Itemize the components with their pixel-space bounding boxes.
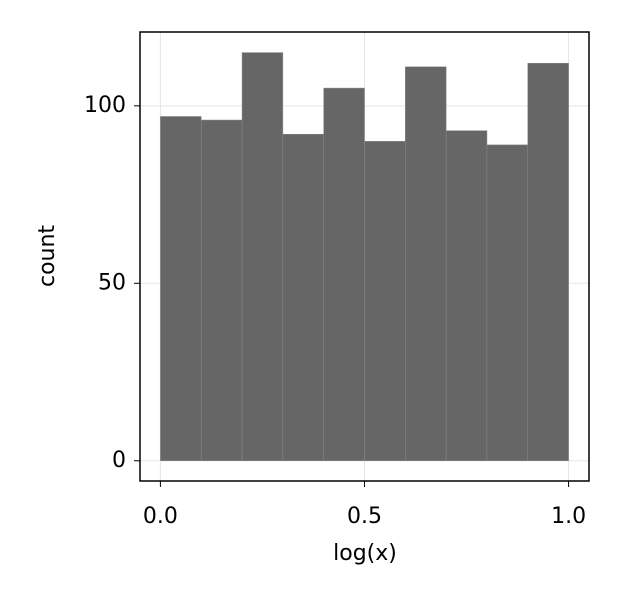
bar [364,141,406,462]
bar [445,130,488,462]
y-tick-label: 50 [98,270,126,295]
bar [527,62,569,462]
bar [241,52,284,462]
y-axis-label: count [35,225,60,287]
bar [282,133,324,462]
x-axis-label: log(x) [333,541,397,566]
x-tick-label: 0.0 [143,504,178,529]
bar [160,116,202,462]
y-tick-label: 0 [112,448,126,473]
y-tick-label: 100 [84,93,126,118]
bar [486,144,529,462]
plot-frame [139,31,590,482]
bar [323,87,365,462]
bar [200,119,243,462]
bar [405,66,447,462]
x-tick-label: 1.0 [551,504,586,529]
x-tick-label: 0.5 [347,504,382,529]
